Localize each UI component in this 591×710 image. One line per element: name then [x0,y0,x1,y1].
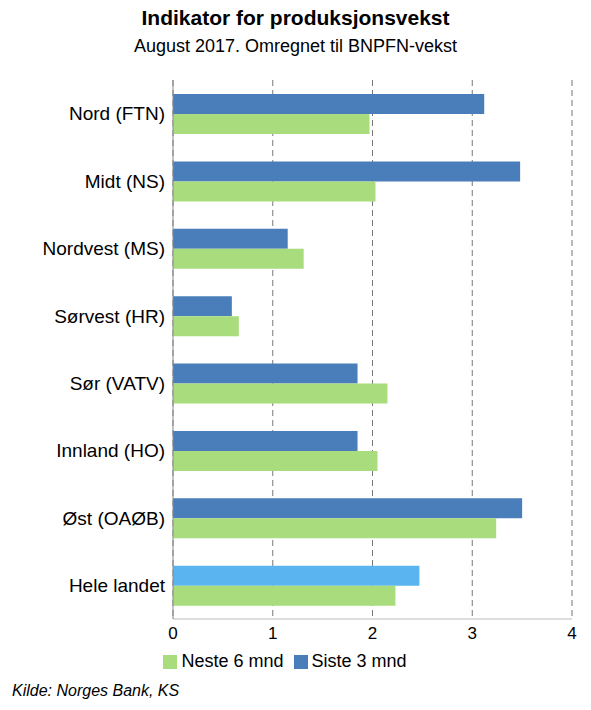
html-text:August 2017. Omregnet til BNPF: August 2017. Omregnet til BNPFN-vekst [133,36,458,56]
html-text:Siste 3 mnd: Siste 3 mnd [311,651,407,671]
html-text:Kilde: Norges Bank, KS: Kilde: Norges Bank, KS [12,682,180,699]
svg-text:Midt (NS): Midt (NS) [85,171,165,192]
svg-text:Innland (HO): Innland (HO) [56,440,165,461]
svg-text:1: 1 [268,624,277,643]
svg-text:Nord (FTN): Nord (FTN) [69,103,165,124]
svg-text:4: 4 [567,624,576,643]
html-text:Indikator for produksjonsvekst: Indikator for produksjonsvekst [141,6,450,29]
svg-text:3: 3 [468,624,477,643]
svg-text:0: 0 [168,624,177,643]
svg-text:Sør (VATV): Sør (VATV) [70,373,165,394]
svg-text:Hele landet: Hele landet [69,575,166,596]
svg-text:2: 2 [368,624,377,643]
html-text:Neste 6 mnd: Neste 6 mnd [181,651,284,671]
svg-text:Øst (OAØB): Øst (OAØB) [63,508,165,529]
svg-text:Nordvest (MS): Nordvest (MS) [43,238,165,259]
svg-text:Sørvest (HR): Sørvest (HR) [54,306,165,327]
